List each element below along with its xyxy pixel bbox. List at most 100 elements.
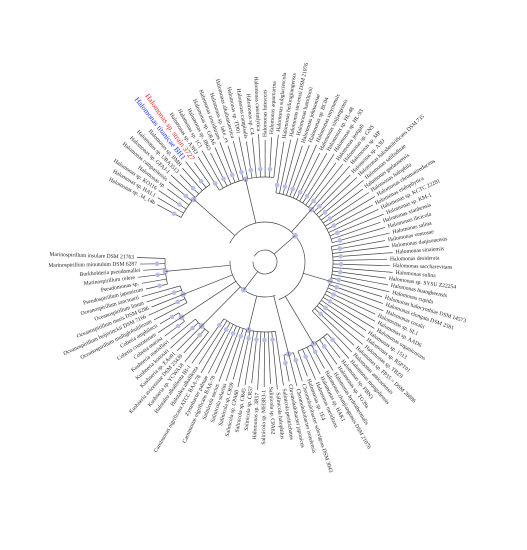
leaf-branch	[302, 349, 316, 380]
node-dot	[331, 223, 337, 228]
inner-branch	[245, 179, 257, 224]
leaf-branch	[154, 302, 188, 321]
leaf-branch	[311, 310, 353, 353]
leaf-branch	[331, 221, 381, 240]
root-branch	[243, 271, 259, 291]
leaf-branch	[170, 174, 196, 198]
leaf-branch	[328, 209, 379, 233]
leaf-branch	[227, 145, 240, 182]
node-dot	[293, 358, 299, 363]
leaf-branch	[183, 328, 206, 354]
leaf-branch	[137, 257, 166, 259]
leaf-branch	[320, 188, 363, 221]
leaf-branch	[214, 147, 232, 185]
node-dot	[335, 230, 340, 236]
leaf-label: Halomonas caseinilytica	[252, 76, 261, 132]
node-dot	[240, 287, 247, 293]
inner-branch	[193, 199, 236, 236]
leaf-branch	[323, 336, 341, 359]
node-dot	[229, 172, 235, 178]
leaf-branch	[273, 134, 279, 178]
node-dot	[221, 176, 226, 182]
node-dot	[334, 284, 339, 290]
node-dot	[162, 268, 169, 275]
leaf-branch	[198, 320, 228, 365]
node-dot	[311, 198, 316, 204]
node-dot	[171, 211, 177, 216]
node-dot	[304, 193, 310, 199]
root-arc	[252, 249, 278, 275]
node-dot	[318, 311, 323, 317]
leaf-branch	[315, 342, 334, 371]
leaf-branch	[251, 137, 257, 178]
node-dot	[330, 337, 335, 343]
leaf-label: Marinospirillum insulare DSM 21763	[49, 252, 134, 261]
inner-branch	[201, 286, 241, 327]
leaf-branch	[143, 268, 166, 271]
leaf-branch	[176, 325, 202, 352]
node-dot	[239, 169, 244, 175]
node-dot	[283, 360, 288, 366]
node-dot	[217, 322, 222, 328]
leaf-label: Salinicola sp. CR57	[244, 386, 255, 431]
node-dot	[155, 272, 161, 278]
leaf-branch	[141, 278, 167, 284]
leaf-branch	[286, 145, 303, 196]
leaf-branch	[274, 331, 284, 386]
root-branch	[273, 235, 296, 255]
leaf-branch	[164, 321, 185, 337]
leaf-branch	[330, 280, 383, 297]
leaf-branch	[245, 141, 253, 179]
inner-branch	[165, 264, 231, 272]
leaf-branch	[145, 283, 168, 290]
node-dot	[323, 305, 328, 311]
inner-branch	[285, 296, 314, 344]
leaf-branch	[185, 161, 207, 188]
node-dot	[177, 202, 182, 207]
node-dot	[246, 335, 251, 341]
leaf-label: Halomonas saccharevitans	[393, 263, 453, 271]
node-dot	[274, 182, 280, 188]
leaf-branch	[151, 294, 184, 308]
node-dot	[171, 290, 177, 296]
node-dot	[336, 277, 342, 283]
node-dot	[183, 193, 189, 199]
node-dot	[212, 181, 218, 186]
node-dot	[157, 283, 162, 289]
node-dot	[248, 167, 254, 173]
node-dot	[338, 261, 344, 267]
node-dot	[169, 314, 175, 320]
node-dot	[267, 166, 273, 172]
inner-branch	[303, 273, 331, 282]
leaf-branch	[292, 144, 317, 199]
node-dot	[175, 323, 181, 329]
node-dot	[238, 333, 244, 339]
node-dot	[197, 332, 203, 338]
leaf-branch	[321, 299, 367, 331]
leaf-label: Halomonas sinaiensis	[395, 246, 444, 256]
node-dot	[312, 349, 318, 355]
leaf-branch	[257, 331, 262, 390]
inner-branch	[248, 295, 258, 331]
inner-branch	[183, 274, 233, 295]
node-dot	[190, 185, 196, 191]
leaf-branch	[141, 285, 181, 298]
node-dot	[327, 299, 333, 304]
clade-arc	[229, 260, 276, 298]
leaf-branch	[157, 197, 184, 214]
leaf-branch	[232, 329, 248, 380]
leaf-branch	[324, 293, 376, 322]
node-dot	[258, 166, 263, 172]
leaf-branch	[331, 274, 388, 286]
node-dot	[223, 327, 229, 332]
inner-branch	[291, 209, 312, 233]
leaf-branch	[182, 167, 203, 191]
node-dot	[331, 292, 336, 297]
node-dot	[327, 216, 333, 221]
leaf-branch	[332, 258, 387, 261]
leaf-branch	[293, 352, 303, 382]
leaf-branch	[194, 162, 211, 185]
leaf-branch	[184, 331, 209, 362]
leaf-branch	[137, 273, 166, 278]
